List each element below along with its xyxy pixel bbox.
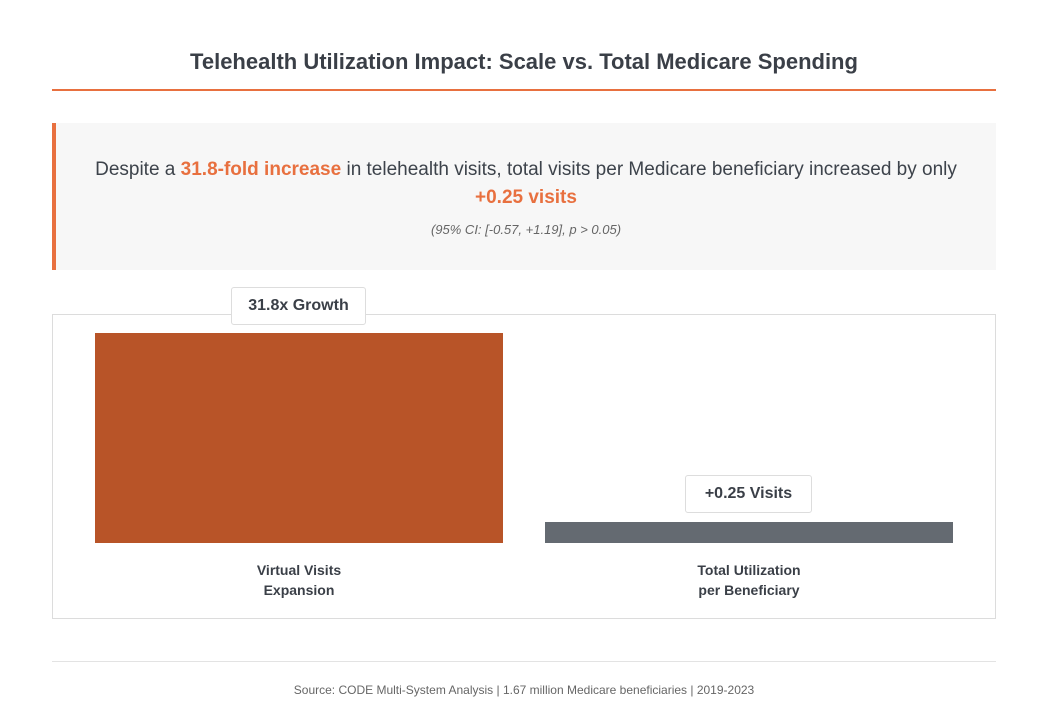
category-label-total-utilization: Total Utilization per Beneficiary	[545, 560, 953, 600]
category-label-line: Expansion	[263, 582, 335, 598]
source-note: Source: CODE Multi-System Analysis | 1.6…	[293, 683, 755, 697]
category-label-virtual-visits: Virtual Visits Expansion	[95, 560, 503, 600]
bar-virtual-visits	[95, 333, 503, 543]
category-label-line: Total Utilization	[697, 562, 801, 578]
finding-highlight-fold: 31.8-fold increase	[180, 159, 342, 180]
bar-total-utilization	[545, 522, 953, 543]
key-finding-callout: Despite a 31.8-fold increase in teleheal…	[52, 123, 996, 270]
data-label-growth: 31.8x Growth	[231, 287, 366, 325]
category-label-line: per Beneficiary	[698, 582, 800, 598]
data-label-visits: +0.25 Visits	[685, 475, 812, 513]
title-divider	[52, 89, 996, 91]
category-label-line: Virtual Visits	[256, 562, 342, 578]
finding-mid: in telehealth visits, total visits per M…	[341, 159, 957, 180]
finding-highlight-visits: +0.25 visits	[475, 187, 577, 208]
confidence-interval: (95% CI: [-0.57, +1.19], p > 0.05)	[430, 222, 622, 237]
bar-chart: Virtual Visits Expansion Total Utilizatio…	[52, 314, 996, 619]
footer-divider	[52, 661, 996, 662]
chart-title: Telehealth Utilization Impact: Scale vs.…	[190, 49, 858, 74]
finding-text: Despite a 31.8-fold increase in teleheal…	[91, 156, 961, 212]
finding-pre: Despite a	[95, 159, 181, 180]
